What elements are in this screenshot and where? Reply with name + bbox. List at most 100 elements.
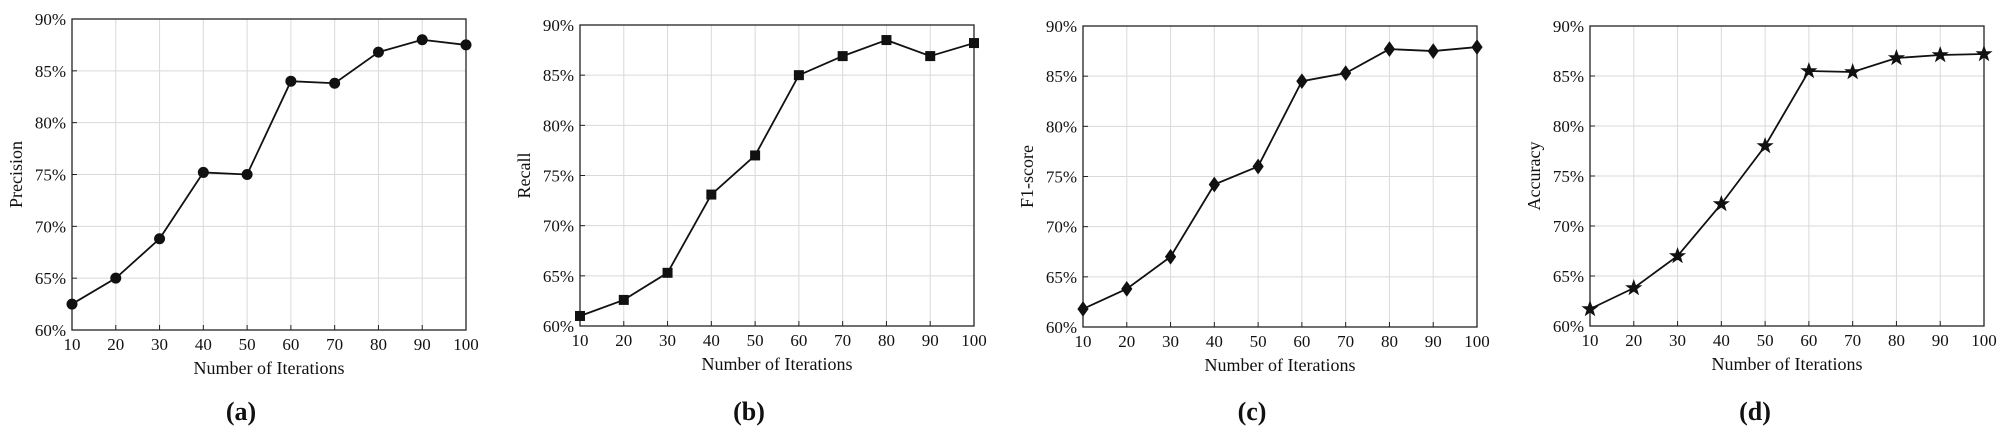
y-axis-label: Precision <box>6 141 26 208</box>
x-tick-label: 60 <box>790 331 807 350</box>
x-tick-label: 40 <box>1206 332 1223 351</box>
y-tick-label: 80% <box>1046 117 1077 136</box>
panel-caption: (a) <box>226 397 256 426</box>
data-point-marker <box>285 75 297 87</box>
y-tick-label: 75% <box>1553 167 1584 186</box>
x-tick-label: 60 <box>282 335 299 354</box>
x-tick-label: 70 <box>834 331 851 350</box>
data-point-marker <box>1668 246 1687 264</box>
data-point-marker <box>837 51 848 62</box>
data-point-marker <box>706 189 717 200</box>
data-point-marker <box>1625 278 1643 296</box>
data-point-marker <box>575 310 585 321</box>
y-tick-label: 80% <box>1553 117 1584 136</box>
data-point-marker <box>1208 176 1220 193</box>
x-tick-label: 40 <box>1713 331 1730 350</box>
y-tick-label: 65% <box>1046 268 1077 287</box>
y-tick-label: 90% <box>1553 17 1584 36</box>
y-tick-label: 70% <box>1046 218 1077 237</box>
data-point-marker <box>1252 158 1264 175</box>
x-tick-label: 100 <box>453 335 479 354</box>
data-point-marker <box>1800 61 1818 79</box>
y-tick-label: 60% <box>1553 317 1584 336</box>
x-tick-label: 60 <box>1800 331 1817 350</box>
y-tick-label: 85% <box>1553 67 1584 86</box>
y-tick-label: 90% <box>543 16 574 35</box>
x-tick-label: 90 <box>414 335 431 354</box>
x-tick-label: 20 <box>107 335 124 354</box>
chart-panel-3: 10 20 30 40 50 60 70 80 90 100 60% 65% 70% 75% 80% 85% 9… <box>1017 17 1490 426</box>
chart-panel-4: 10 20 30 40 50 60 70 80 90 100 60% 65% 70% 75% 80% 85% 9… <box>1524 17 1997 426</box>
data-point-marker <box>969 38 979 49</box>
data-point-marker <box>329 77 341 89</box>
x-tick-label: 20 <box>1625 331 1642 350</box>
x-tick-label: 30 <box>659 331 676 350</box>
data-point-marker <box>662 267 673 278</box>
chart-panel-2: 10 20 30 40 50 60 70 80 90 100 60% 65% 70% 75% 80% 85% 9… <box>514 16 987 426</box>
panel-caption: (c) <box>1238 397 1267 426</box>
data-point-marker <box>1383 41 1396 57</box>
data-point-marker <box>618 294 629 305</box>
data-point-marker <box>372 46 384 58</box>
y-tick-label: 60% <box>543 317 574 336</box>
x-tick-label: 70 <box>1844 331 1861 350</box>
x-tick-label: 60 <box>1293 332 1310 351</box>
data-point-marker <box>110 272 122 284</box>
data-point-marker <box>1581 299 1599 317</box>
panel-caption: (d) <box>1739 397 1771 426</box>
x-axis-label: Number of Iterations <box>1712 354 1863 374</box>
x-tick-label: 100 <box>1464 332 1490 351</box>
x-tick-label: 30 <box>151 335 168 354</box>
data-point-marker <box>1712 194 1730 212</box>
data-point-marker <box>925 51 936 62</box>
x-tick-label: 80 <box>370 335 387 354</box>
x-tick-label: 80 <box>1888 331 1905 350</box>
x-tick-label: 90 <box>922 331 939 350</box>
panel-caption: (b) <box>733 397 765 426</box>
chart-panel-1: 10 20 30 40 50 60 70 80 90 100 60% 65% 70% 75% 80% 85% 9… <box>6 10 479 426</box>
data-point-marker <box>197 166 209 178</box>
data-point-marker <box>1296 73 1308 90</box>
y-tick-label: 70% <box>543 217 574 236</box>
x-axis-label: Number of Iterations <box>194 358 345 378</box>
data-point-marker <box>1427 43 1439 59</box>
y-tick-label: 90% <box>35 10 66 29</box>
y-tick-label: 80% <box>35 114 66 133</box>
y-axis-label: Accuracy <box>1524 142 1544 211</box>
x-tick-label: 70 <box>326 335 343 354</box>
x-tick-label: 40 <box>195 335 212 354</box>
data-point-marker <box>1887 48 1906 66</box>
series-line <box>71 38 467 305</box>
data-point-marker <box>154 233 166 245</box>
data-point-marker <box>1975 44 1993 62</box>
series-line <box>579 39 975 317</box>
x-tick-label: 100 <box>1971 331 1997 350</box>
y-tick-label: 75% <box>35 166 66 185</box>
y-tick-label: 65% <box>1553 267 1584 286</box>
x-axis-label: Number of Iterations <box>1205 355 1356 375</box>
data-point-marker <box>1756 136 1774 154</box>
y-tick-label: 60% <box>1046 318 1077 337</box>
y-tick-label: 60% <box>35 321 66 340</box>
y-axis-label: F1-score <box>1017 145 1037 208</box>
series-line <box>1589 53 1985 310</box>
data-point-marker <box>241 169 253 180</box>
data-point-marker <box>1121 281 1133 297</box>
x-tick-label: 20 <box>1118 332 1135 351</box>
x-tick-label: 10 <box>1582 331 1599 350</box>
x-tick-label: 100 <box>961 331 987 350</box>
y-axis-label: Recall <box>514 153 534 199</box>
y-tick-label: 70% <box>1553 217 1584 236</box>
data-point-marker <box>1164 248 1177 265</box>
x-axis-label: Number of Iterations <box>702 354 853 374</box>
x-tick-label: 50 <box>747 331 764 350</box>
y-tick-label: 65% <box>35 269 66 288</box>
data-point-marker <box>1471 39 1483 55</box>
y-tick-label: 65% <box>543 267 574 286</box>
data-point-marker <box>1077 301 1089 317</box>
x-tick-label: 10 <box>64 335 81 354</box>
data-point-marker <box>750 150 761 161</box>
x-tick-label: 90 <box>1932 331 1949 350</box>
x-tick-label: 10 <box>572 331 589 350</box>
